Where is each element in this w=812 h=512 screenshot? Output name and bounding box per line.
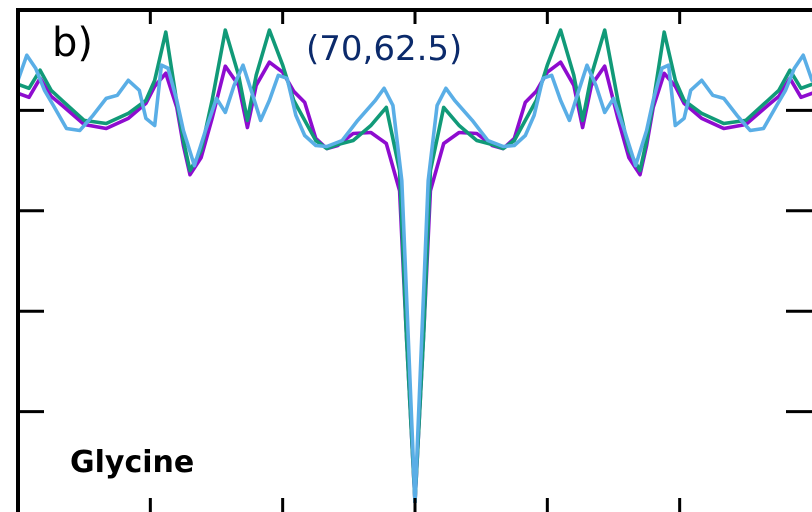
panel-label: b) [52, 20, 93, 66]
axis-layer [16, 8, 812, 512]
molecule-label: Glycine [70, 445, 194, 480]
annotation-label: (70,62.5) [306, 29, 462, 69]
